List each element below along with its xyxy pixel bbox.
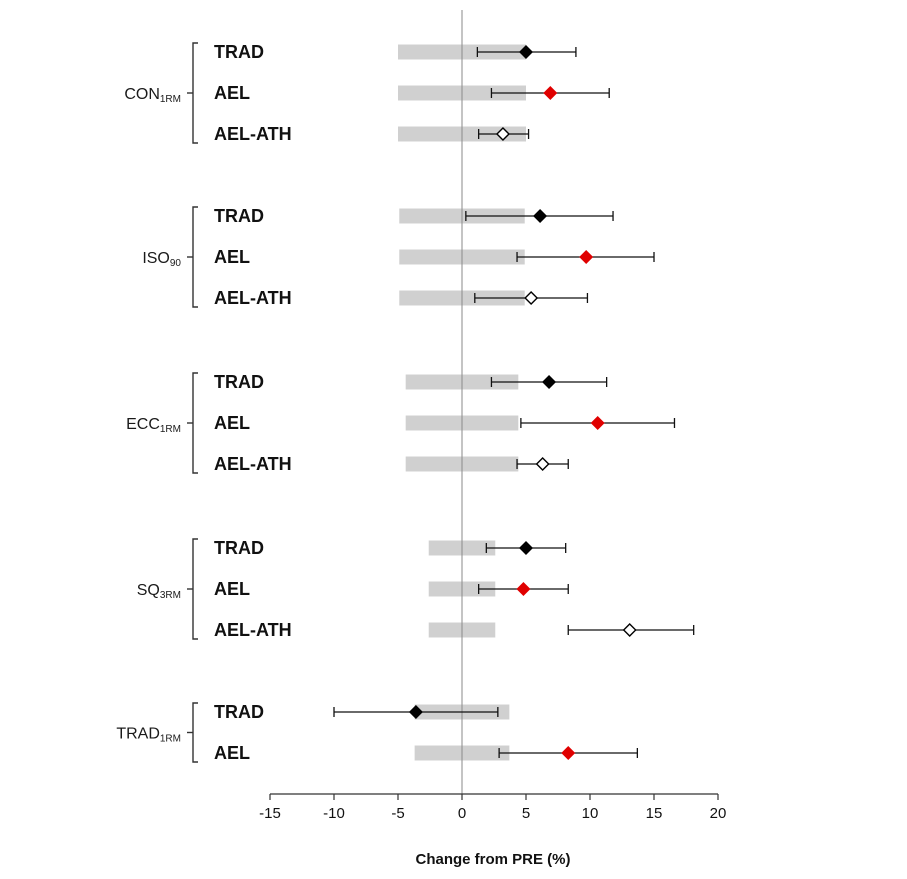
- row-label: AEL: [214, 247, 250, 267]
- group-label: CON1RM: [124, 86, 181, 105]
- group-label-sub: 90: [170, 258, 182, 269]
- x-tick-label: 5: [522, 805, 530, 822]
- mean-marker: [519, 541, 533, 555]
- row-trad: TRAD: [214, 538, 567, 558]
- plot-rows: CON1RMTRADAELAEL-ATHISO90TRADAELAEL-ATHE…: [116, 42, 695, 763]
- group-bracket: [192, 372, 198, 474]
- row-ael-ath: AEL-ATH: [214, 454, 569, 474]
- mean-marker: [524, 291, 539, 305]
- row-ael: AEL: [214, 247, 655, 267]
- group-con-1rm: CON1RM TRAD AEL AEL-ATH: [124, 42, 610, 144]
- mean-marker: [535, 457, 550, 471]
- row-trad: TRAD: [214, 206, 614, 226]
- mean-marker: [519, 45, 533, 59]
- group-label-main: ECC: [126, 416, 160, 433]
- group-label: TRAD1RM: [116, 726, 181, 745]
- row-ael: AEL: [214, 743, 639, 763]
- mean-marker: [542, 375, 557, 389]
- mean-marker: [543, 86, 558, 100]
- row-label: AEL: [214, 413, 250, 433]
- row-label: TRAD: [214, 206, 264, 226]
- group-bracket: [192, 42, 198, 144]
- row-ael: AEL: [214, 579, 569, 599]
- group-sq-3rm: SQ3RM TRAD AEL AEL-ATH: [137, 538, 695, 640]
- row-trad: TRAD: [214, 372, 608, 392]
- row-label: AEL: [214, 743, 250, 763]
- group-iso-90: ISO90 TRAD AEL AEL-ATH: [142, 206, 655, 308]
- mean-marker: [516, 582, 531, 596]
- row-label: TRAD: [214, 702, 264, 722]
- row-trad: TRAD: [214, 42, 577, 62]
- row-ael: AEL: [214, 83, 610, 103]
- group-label-sub: 1RM: [160, 94, 181, 105]
- row-label: TRAD: [214, 42, 264, 62]
- group-label-main: TRAD: [116, 726, 160, 743]
- x-tick-label: -5: [391, 805, 404, 822]
- row-label: AEL: [214, 579, 250, 599]
- group-label-sub: 3RM: [160, 590, 181, 601]
- x-tick-label: 15: [646, 805, 663, 822]
- group-ecc-1rm: ECC1RM TRAD AEL AEL-ATH: [126, 372, 676, 474]
- group-bracket: [192, 206, 198, 308]
- row-label: TRAD: [214, 372, 264, 392]
- mean-marker: [561, 746, 576, 760]
- row-label: AEL-ATH: [214, 454, 292, 474]
- x-tick-label: 10: [582, 805, 599, 822]
- group-label-sub: 1RM: [160, 424, 181, 435]
- group-label: ECC1RM: [126, 416, 181, 435]
- group-label: ISO90: [142, 250, 181, 269]
- row-ael: AEL: [214, 413, 676, 433]
- row-ael-ath: AEL-ATH: [214, 288, 589, 308]
- group-label-main: SQ: [137, 582, 160, 599]
- mean-marker: [495, 127, 510, 141]
- row-label: TRAD: [214, 538, 264, 558]
- x-tick-label: 0: [458, 805, 466, 822]
- row-label: AEL-ATH: [214, 288, 292, 308]
- x-tick-label: 20: [710, 805, 727, 822]
- row-label: AEL-ATH: [214, 620, 292, 640]
- row-trad: TRAD: [214, 702, 499, 722]
- group-label: SQ3RM: [137, 582, 181, 601]
- x-axis: -15 -10 -5 0 5 10 15 20: [259, 793, 727, 822]
- group-label-main: ISO: [142, 250, 170, 267]
- mean-marker: [622, 623, 637, 637]
- x-axis-title: Change from PRE (%): [415, 851, 570, 868]
- row-label: AEL: [214, 83, 250, 103]
- x-tick-label: -15: [259, 805, 281, 822]
- row-ael-ath: AEL-ATH: [214, 124, 530, 144]
- x-tick-label: -10: [323, 805, 345, 822]
- group-bracket: [192, 538, 198, 640]
- mean-marker: [579, 250, 594, 264]
- group-label-main: CON: [124, 86, 160, 103]
- row-label: AEL-ATH: [214, 124, 292, 144]
- group-bracket: [192, 702, 198, 763]
- mean-marker: [590, 416, 605, 430]
- group-label-sub: 1RM: [160, 734, 181, 745]
- mean-marker: [533, 209, 548, 223]
- mean-marker: [408, 705, 423, 719]
- row-ael-ath: AEL-ATH: [214, 620, 695, 640]
